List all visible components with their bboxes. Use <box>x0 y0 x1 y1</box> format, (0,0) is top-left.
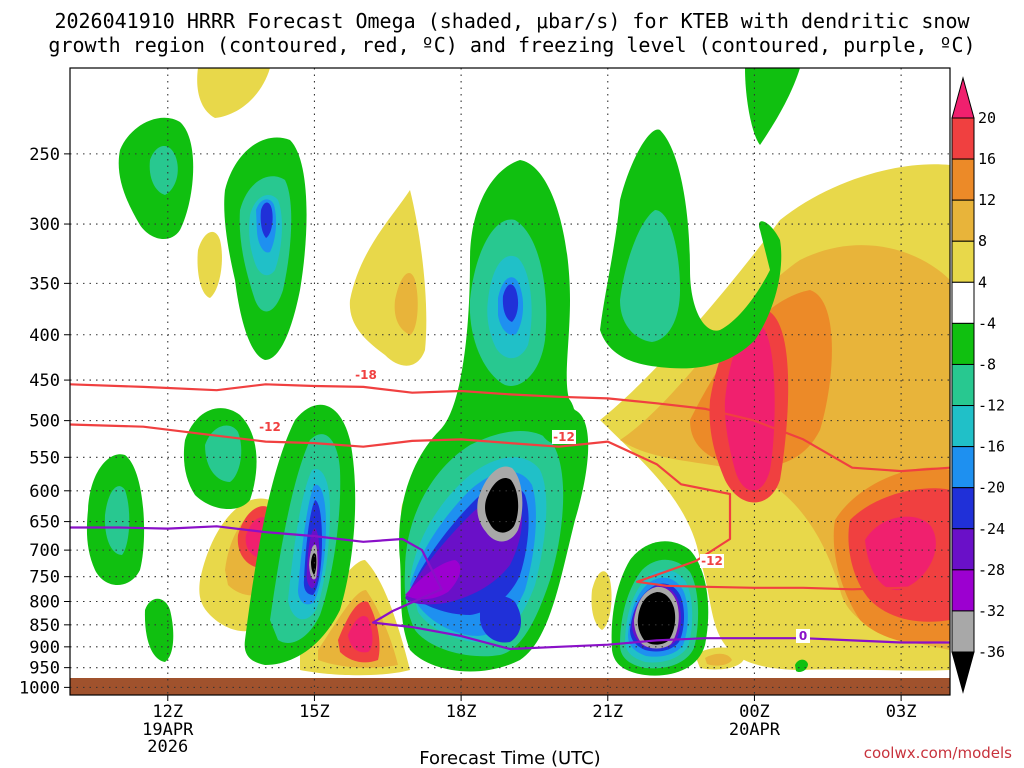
contour-label-dgz-minus12-center: -12 <box>553 430 575 444</box>
colorbar-label: -24 <box>978 520 1005 538</box>
shade-negative-green-top-east <box>745 68 800 145</box>
shade-negative-green-lowleft-small <box>144 598 174 662</box>
plot-area <box>70 68 950 695</box>
y-tick-label: 750 <box>29 568 60 588</box>
shade-positive-yellow-top <box>197 68 270 118</box>
shade-negative-teal-21z <box>620 210 680 342</box>
colorbar-label: -36 <box>978 643 1005 661</box>
x-tick-label: 03Z <box>886 702 917 722</box>
shade-negative-teal-14z-mid <box>205 425 242 482</box>
colorbar: 20 16 12 8 4 -4 -8 -12 -16 -20 -24 -28 -32 -36 <box>951 76 1005 694</box>
colorbar-segment <box>951 446 975 489</box>
colorbar-segment <box>951 158 975 201</box>
colorbar-segment <box>951 199 975 242</box>
x-tick-label: 15Z <box>299 702 330 722</box>
colorbar-label: 12 <box>978 191 996 209</box>
colorbar-segment <box>951 240 975 283</box>
colorbar-segment <box>951 117 975 160</box>
contour-dgz-minus12 <box>70 423 950 591</box>
colorbar-label: -28 <box>978 561 1005 579</box>
shade-positive-orange-mid <box>394 272 418 335</box>
colorbar-segment <box>951 487 975 530</box>
y-tick-label: 1000 <box>19 678 60 698</box>
colorbar-segment <box>951 569 975 612</box>
colorbar-label: -8 <box>978 355 996 373</box>
contour-dgz-minus18 <box>70 383 950 473</box>
y-tick-label: 800 <box>29 593 60 613</box>
shade-positive-magenta-southeast <box>865 516 936 591</box>
contour-lines <box>70 383 950 651</box>
x-tick-label: 00Z <box>739 702 770 722</box>
shade-negative-blue-18z-bottom <box>480 596 522 643</box>
x-tick-date: 20APR <box>729 720 781 740</box>
colorbar-segment <box>951 322 975 365</box>
colorbar-segment <box>951 281 975 324</box>
credit-text: coolwx.com/models <box>864 744 1012 762</box>
y-tick-label: 300 <box>29 215 60 235</box>
contour-label-dgz-minus12-west: -12 <box>259 420 281 434</box>
chart-title-line1: 2026041910 HRRR Forecast Omega (shaded, … <box>54 9 970 33</box>
y-tick-label: 250 <box>29 145 60 165</box>
x-tick-label: 12Z <box>152 702 183 722</box>
colorbar-label: 16 <box>978 150 996 168</box>
shade-negative-navy-18z-upper <box>502 284 519 322</box>
colorbar-label: -4 <box>978 314 996 332</box>
y-tick-label: 900 <box>29 638 60 658</box>
shade-positive-magenta-east <box>724 324 775 491</box>
y-tick-label: 550 <box>29 448 60 468</box>
y-tick-label: 700 <box>29 541 60 561</box>
shade-positive-magenta-lowcenter <box>348 615 373 653</box>
colorbar-segment <box>951 363 975 407</box>
x-axis-label: Forecast Time (UTC) <box>419 748 600 768</box>
contour-label-freezing-0: 0 <box>799 629 807 643</box>
y-tick-label: 600 <box>29 482 60 502</box>
colorbar-label: -16 <box>978 438 1005 456</box>
contour-label-dgz-minus12-east: -12 <box>701 554 723 568</box>
y-axis: 2503003504004505005506006507007508008509… <box>19 145 70 698</box>
colorbar-segment <box>951 528 975 571</box>
plot-frame <box>69 67 951 696</box>
y-tick-label: 950 <box>29 659 60 679</box>
shade-negative-teal-topleft <box>149 145 178 195</box>
y-tick-label: 350 <box>29 274 60 294</box>
shade-negative-black-22z <box>637 592 676 645</box>
shade-positive-yellow-left <box>197 231 222 298</box>
contour-label-dgz-minus18: -18 <box>355 368 377 382</box>
ground-surface <box>70 678 950 695</box>
x-tick-year: 2026 <box>147 737 188 757</box>
x-tick-label: 18Z <box>446 702 477 722</box>
y-tick-label: 850 <box>29 616 60 636</box>
y-tick-label: 500 <box>29 412 60 432</box>
contour-labels: -18 -12 -12 -12 0 <box>258 368 810 643</box>
shade-negative-teal-farleft <box>104 486 130 555</box>
colorbar-label: 20 <box>978 109 996 127</box>
chart-title-line2: growth region (contoured, red, ºC) and f… <box>48 33 975 57</box>
shade-negative-black-18z <box>485 478 519 533</box>
colorbar-label: -12 <box>978 397 1005 415</box>
colorbar-label: 4 <box>978 273 987 291</box>
shade-positive-yellow-small2 <box>591 571 612 630</box>
colorbar-segment <box>951 405 975 448</box>
shade-negative-violet-18z <box>405 560 461 600</box>
colorbar-segment <box>951 651 975 694</box>
shade-positive-orange-small4 <box>705 653 732 666</box>
x-tick-date: 19APR <box>142 720 194 740</box>
colorbar-label: 8 <box>978 232 987 250</box>
colorbar-segment <box>951 76 975 119</box>
shade-negative-green-01z-small <box>795 659 808 673</box>
y-tick-label: 650 <box>29 513 60 533</box>
grid-lines <box>70 68 950 695</box>
y-tick-label: 450 <box>29 371 60 391</box>
y-tick-label: 400 <box>29 326 60 346</box>
x-tick-label: 21Z <box>592 702 623 722</box>
colorbar-label: -20 <box>978 479 1005 497</box>
colorbar-label: -32 <box>978 602 1005 620</box>
colorbar-segment <box>951 610 975 653</box>
shade-negative-navy-14z <box>260 202 273 238</box>
shade-negative-black-15z <box>311 553 317 575</box>
contour-freezing-level <box>70 525 950 651</box>
